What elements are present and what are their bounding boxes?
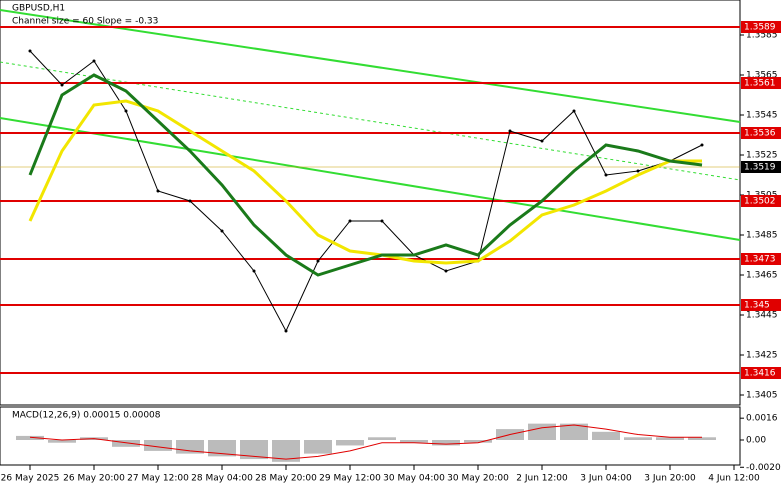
price-point — [28, 49, 32, 53]
macd-bar — [48, 440, 76, 443]
channel-bottom — [0, 117, 741, 241]
y-tick-label: 1.3445 — [746, 311, 778, 321]
x-tick-label: 2 Jun 12:00 — [516, 474, 568, 484]
x-tick-label: 30 May 20:00 — [447, 474, 509, 484]
level-label-bg — [741, 253, 781, 265]
price-point — [316, 259, 320, 263]
macd-bar — [336, 440, 364, 446]
x-tick-label: 29 May 12:00 — [319, 474, 381, 484]
series-line — [29, 50, 703, 333]
macd-tick-label: -0.0020 — [746, 463, 781, 473]
price-point — [220, 229, 224, 233]
price-point — [700, 143, 704, 147]
price-point — [572, 109, 576, 113]
level-label: 1.345 — [744, 301, 770, 311]
channel-mid — [0, 61, 741, 181]
y-tick-label: 1.3465 — [746, 271, 778, 281]
price-point — [60, 83, 64, 87]
price-point — [188, 199, 192, 203]
price-point — [124, 109, 128, 113]
series-line — [28, 73, 703, 277]
y-tick-label: 1.3405 — [746, 391, 778, 401]
price-point — [540, 139, 544, 143]
macd-signal — [29, 424, 702, 460]
level-label: 1.3473 — [744, 255, 776, 265]
macd-bar — [560, 423, 588, 440]
x-tick-label: 3 Jun 20:00 — [644, 474, 696, 484]
level-label: 1.3561 — [744, 79, 776, 89]
price-point — [444, 269, 448, 273]
macd-bar — [16, 435, 44, 440]
macd-tick-label: 0.0016 — [746, 414, 778, 424]
chart-title: GBPUSD,H1 — [12, 4, 65, 14]
x-tick-label: 26 May 20:00 — [63, 474, 125, 484]
macd-bar — [368, 437, 396, 440]
price-point — [604, 173, 608, 177]
y-tick-label: 1.3425 — [746, 351, 778, 361]
price-point — [380, 219, 384, 223]
x-tick-label: 4 Jun 12:00 — [708, 474, 760, 484]
x-tick-label: 26 May 2025 — [1, 474, 60, 484]
price-point — [284, 329, 288, 333]
macd-bar — [624, 437, 652, 440]
level-label: 1.3502 — [744, 197, 776, 207]
macd-bar — [400, 440, 428, 443]
macd-bar — [528, 423, 556, 440]
level-label-bg — [741, 299, 781, 311]
level-label: 1.3416 — [744, 369, 776, 379]
macd-bar — [688, 437, 716, 440]
level-label-bg — [741, 367, 781, 379]
level-label: 1.3589 — [744, 23, 776, 33]
macd-bar — [592, 431, 620, 440]
level-label-bg — [741, 195, 781, 207]
y-tick-label: 1.3485 — [746, 231, 778, 241]
x-tick-label: 27 May 12:00 — [127, 474, 189, 484]
x-tick-label: 28 May 04:00 — [191, 474, 253, 484]
price-point — [508, 129, 512, 133]
y-tick-label: 1.3525 — [746, 151, 778, 161]
macd-bar — [656, 437, 684, 440]
macd-bar — [304, 440, 332, 454]
x-tick-label: 3 Jun 04:00 — [580, 474, 632, 484]
chart-subtitle: Channel size = 60 Slope = -0.33 — [12, 17, 158, 27]
x-tick-label: 30 May 04:00 — [383, 474, 445, 484]
current-price-bg — [741, 161, 781, 173]
macd-tick-label: 0.00 — [746, 436, 766, 446]
macd-bar — [112, 440, 140, 447]
macd-label: MACD(12,26,9) 0.00015 0.00008 — [12, 411, 161, 421]
macd-bar — [272, 440, 300, 462]
macd-bar — [208, 440, 236, 457]
level-label-bg — [741, 127, 781, 139]
current-price-label: 1.3519 — [744, 163, 776, 173]
price-point — [92, 59, 96, 63]
price-point — [252, 269, 256, 273]
level-label-bg — [741, 21, 781, 33]
price-point — [348, 219, 352, 223]
price-panel — [0, 0, 741, 406]
level-label-bg — [741, 77, 781, 89]
level-label: 1.3536 — [744, 129, 776, 139]
macd-bar — [464, 440, 492, 443]
macd-bar — [432, 440, 460, 446]
y-tick-label: 1.3585 — [746, 31, 778, 41]
y-tick-label: 1.3545 — [746, 111, 778, 121]
x-tick-label: 28 May 20:00 — [255, 474, 317, 484]
macd-bar — [144, 440, 172, 451]
channel-top — [0, 9, 741, 123]
macd-bar — [240, 440, 268, 460]
y-tick-label: 1.3565 — [746, 71, 778, 81]
price-point — [156, 189, 160, 193]
price-point — [636, 169, 640, 173]
